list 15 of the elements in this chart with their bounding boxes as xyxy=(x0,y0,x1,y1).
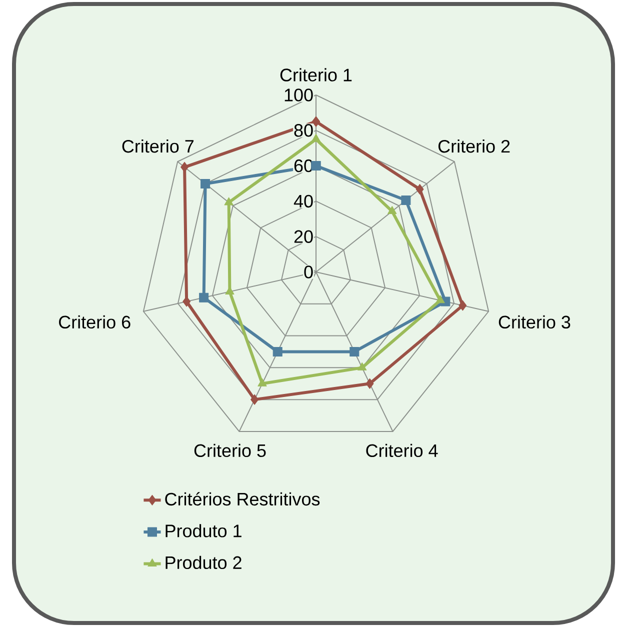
y-tick-label: 40 xyxy=(294,194,313,208)
spoke-label: Criterio 6 xyxy=(59,315,130,329)
y-tick-label: 20 xyxy=(294,230,313,243)
y-tick-label: 0 xyxy=(304,266,313,278)
spoke-label: Criterio 4 xyxy=(366,444,438,458)
y-tick-label: 100 xyxy=(284,88,313,102)
spoke-label: Criterio 7 xyxy=(122,139,194,153)
legend-label: Produto 1 xyxy=(166,524,242,538)
legend-label: Critérios Restritivos xyxy=(165,492,320,506)
spoke-label: Criterio 5 xyxy=(194,444,266,458)
spoke-label: Criterio 3 xyxy=(498,315,570,329)
y-tick-label: 80 xyxy=(294,124,313,137)
spoke-label: Criterio 1 xyxy=(280,68,352,82)
legend-label: Produto 2 xyxy=(166,556,242,570)
spoke-label: Criterio 2 xyxy=(438,139,510,153)
